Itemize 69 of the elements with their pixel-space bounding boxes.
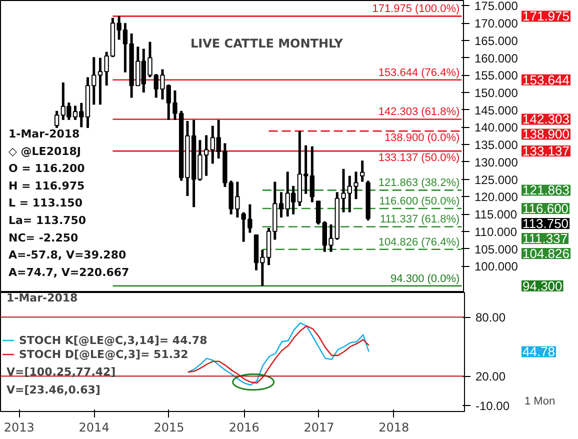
annotation: 1-Mar-2018 — [8, 128, 80, 140]
text: LIVE CATTLE MONTHLY — [190, 36, 344, 50]
annotation: A=74.7, V=220.667 — [8, 266, 130, 279]
y-tick-label: 120.000 — [474, 190, 518, 204]
annotation: V=[23.46,0.63] — [6, 384, 100, 396]
y-tick-label: 80.00 — [476, 310, 506, 325]
text: 138.900 — [522, 126, 570, 142]
y-tick-label: 170.000 — [474, 16, 518, 31]
annotation: A=-57.8, V=39.280 — [8, 248, 126, 262]
text: 153.644 — [522, 72, 570, 88]
x-tick-label: 2014 — [78, 420, 110, 434]
text: 113.750 — [522, 216, 569, 231]
y-tick-label: 115.000 — [474, 208, 518, 222]
candlestick — [360, 159, 365, 183]
candlestick — [316, 200, 321, 226]
series-label: 121.863 (38.2%) — [378, 177, 460, 190]
y-tick-label: 140.000 — [474, 120, 518, 135]
text: 111.337 — [522, 230, 568, 246]
legend-label: STOCH K[@LE@C,3,14]= 44.78 — [19, 333, 208, 347]
y-tick-label: 135.000 — [474, 138, 518, 152]
series-label: 138.900 (0.0%) — [384, 132, 460, 144]
text: 104.826 — [522, 246, 570, 261]
annotation: L = 113.150 — [8, 196, 83, 210]
text: 121.863 — [522, 182, 570, 198]
y-tick-label: 130.000 — [474, 155, 518, 170]
series-label: 171.975 (100.0%) — [372, 3, 460, 16]
text: 44.78 — [522, 344, 556, 360]
y-tick-label: 150.000 — [474, 86, 518, 100]
candlestick — [98, 56, 103, 106]
annotation: La= 113.750 — [8, 214, 86, 227]
y-tick-label: 20.00 — [476, 370, 506, 384]
text: 116.600 — [522, 200, 569, 216]
series-label: 153.644 (76.4%) — [378, 66, 460, 79]
annotation: ◇ @LE2018J — [8, 144, 82, 158]
annotation: 1-Mar-2018 — [6, 292, 78, 304]
text: 142.303 — [522, 112, 570, 127]
x-tick-label: 2018 — [378, 420, 410, 434]
y-tick-label: -10.00 — [476, 399, 510, 414]
y-tick-label: 125.000 — [474, 172, 518, 187]
y-tick-label: 145.000 — [474, 103, 518, 118]
candlestick — [54, 110, 60, 130]
legend-label: STOCH D[@LE@C,3]= 51.32 — [19, 347, 188, 361]
series-label: 94.300 (0.0%) — [390, 272, 460, 285]
series-label: 116.600 (50.0%) — [379, 195, 460, 208]
text: 1 Mon — [524, 396, 556, 408]
series-label: 133.137 (50.0%) — [378, 152, 460, 164]
y-tick-label: 105.000 — [474, 242, 518, 256]
y-tick-label: 110.000 — [474, 224, 518, 239]
y-tick-label: 160.000 — [474, 51, 518, 66]
series-label: 142.303 (61.8%) — [378, 106, 460, 118]
text: 94.300 — [522, 278, 562, 294]
x-tick-label: 2016 — [228, 420, 260, 434]
candlestick — [310, 145, 315, 204]
candlestick — [278, 190, 284, 219]
y-tick-label: 100.000 — [474, 260, 518, 274]
series-label: 104.826 (76.4%) — [378, 236, 460, 248]
y-tick-label: 175.000 — [474, 0, 518, 14]
x-tick-label: 2017 — [304, 420, 334, 434]
annotation: NC= -2.250 — [8, 231, 79, 244]
text: 171.975 — [522, 8, 570, 24]
x-tick-label: 2015 — [154, 420, 184, 434]
y-tick-label: 165.000 — [474, 34, 518, 48]
annotation: O = 116.200 — [8, 162, 86, 176]
annotation: H = 116.975 — [8, 179, 85, 192]
y-tick-label: 155.000 — [474, 68, 518, 83]
series-label: 111.337 (61.8%) — [380, 214, 460, 226]
annotation: V=[100.25,77.42] — [6, 366, 116, 378]
text: 133.137 — [522, 144, 570, 159]
x-tick-label: 2013 — [4, 420, 34, 434]
